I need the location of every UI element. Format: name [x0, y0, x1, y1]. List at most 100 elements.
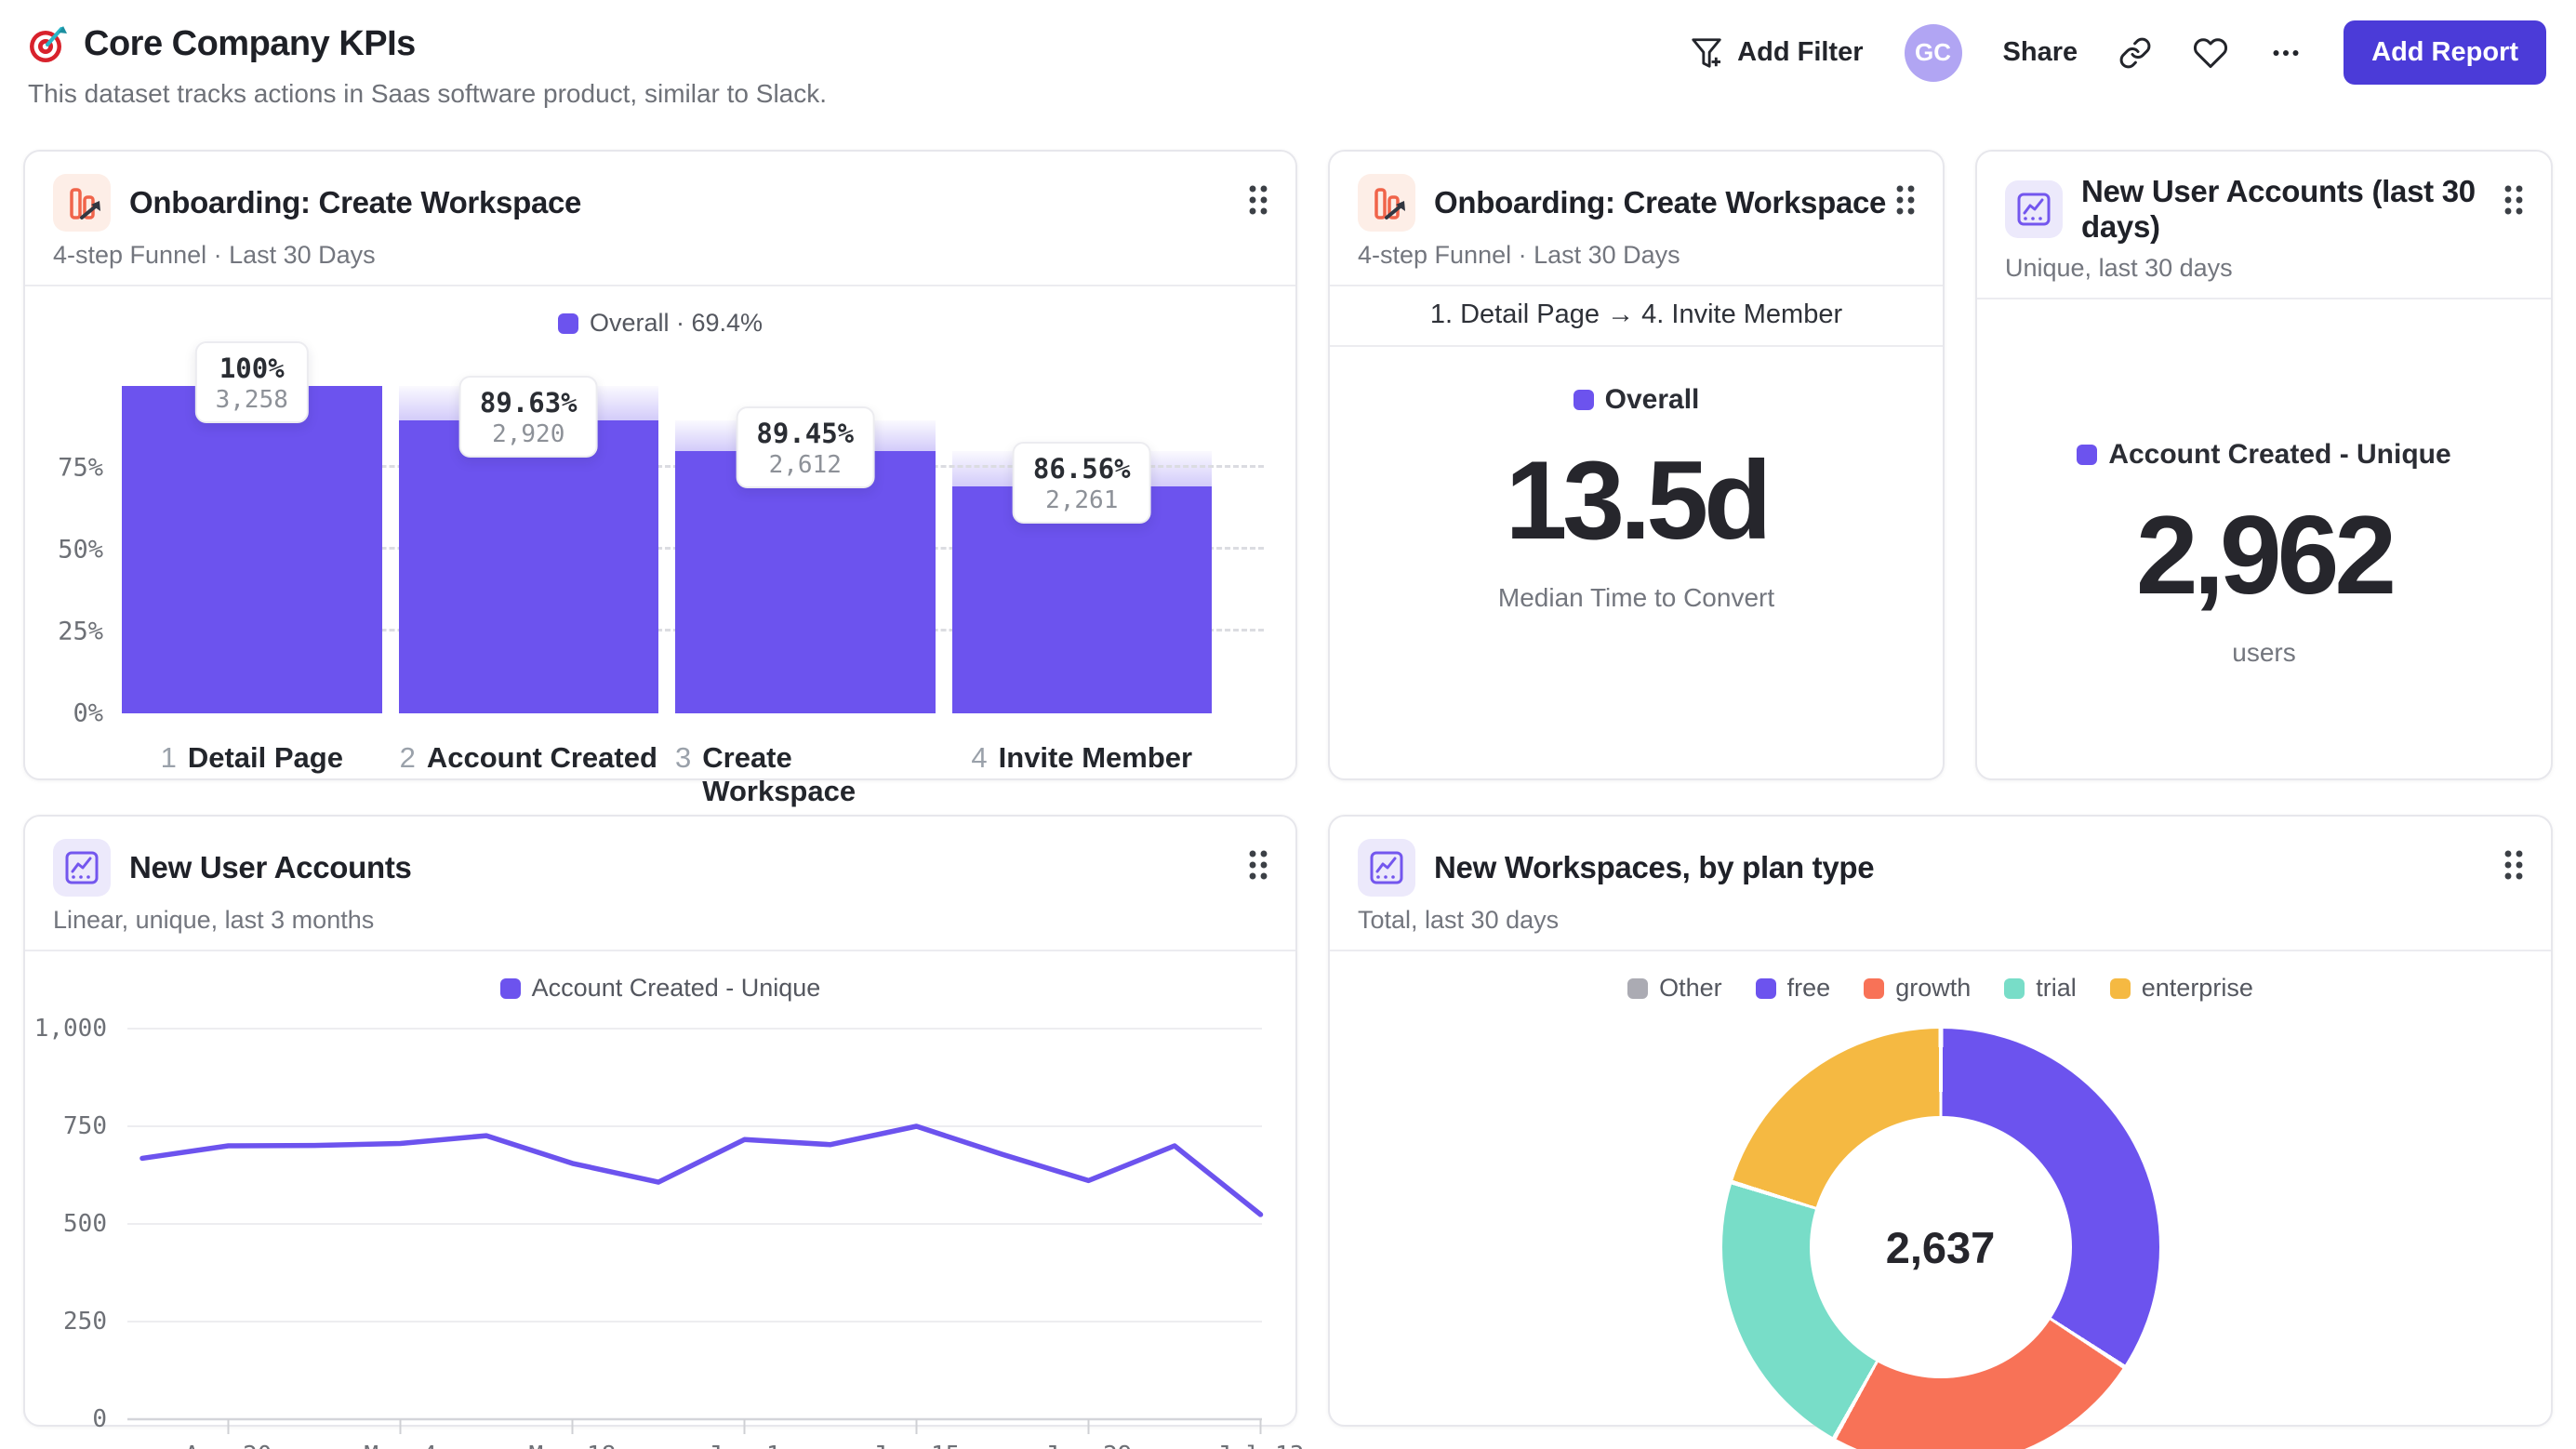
y-tick-label: 50% — [58, 535, 103, 565]
funnel-bar-fill[interactable] — [675, 450, 936, 713]
card-new-user-accounts-trend: New User Accounts Linear, unique, last 3… — [23, 815, 1304, 1449]
donut-hole — [1809, 1116, 2072, 1378]
header-actions: Add Filter GC Share — [1689, 20, 2546, 85]
funnel-bar-account-created: 89.63% 2,920 — [398, 375, 658, 713]
drag-handle-icon[interactable] — [1247, 848, 1269, 886]
funnel-step-range: 1. Detail Page → 4. Invite Member — [1330, 286, 1943, 347]
median-time-value: 13.5d — [1505, 438, 1773, 563]
legend-swatch — [557, 312, 578, 334]
add-filter-label: Add Filter — [1737, 37, 1864, 67]
link-icon — [2118, 36, 2152, 70]
funnel-bar-fill[interactable] — [951, 485, 1212, 713]
legend-swatch — [1755, 977, 1776, 999]
x-tick-label: Jun 15 — [873, 1442, 961, 1449]
drag-handle-icon[interactable] — [2503, 183, 2525, 221]
legend-label: free — [1786, 974, 1831, 1002]
y-tick-label: 75% — [58, 453, 103, 483]
card-new-user-accounts-30d: New User Accounts (last 30 days) Unique,… — [1975, 150, 2553, 780]
legend-item-free[interactable]: free — [1755, 974, 1831, 1003]
legend-item-trial[interactable]: trial — [2004, 974, 2077, 1003]
funnel-bar-fill[interactable] — [398, 419, 658, 713]
funnel-step-label: 2 Account Created — [399, 741, 657, 774]
card-title: New User Accounts (last 30 days) — [2081, 174, 2476, 244]
line-series[interactable] — [139, 1123, 1264, 1217]
legend-label: trial — [2036, 974, 2077, 1002]
x-tick-label: May 4 — [364, 1442, 436, 1449]
funnel-step-label: 4 Invite Member — [971, 741, 1193, 774]
funnel-bar-invite-member: 86.56% 2,261 — [951, 386, 1212, 713]
add-filter-button[interactable]: Add Filter — [1689, 35, 1864, 71]
card-subtitle: Linear, unique, last 3 months — [53, 906, 375, 934]
funnel-step-label: 3 Create Workspace — [675, 741, 856, 807]
funnel-legend: Overall · 69.4% — [25, 309, 1295, 338]
line-chart-svg — [127, 1028, 1264, 1434]
line-chart-icon — [53, 839, 111, 897]
x-tick-label: Apr 20 — [185, 1442, 272, 1449]
ellipsis-icon — [2269, 36, 2303, 70]
legend-swatch — [1627, 977, 1649, 999]
y-tick-label: 1,000 — [33, 1015, 107, 1043]
avatar[interactable]: GC — [1904, 23, 1962, 82]
line-plot[interactable]: Apr 20 May 4 May 18 Jun 1 Jun 15 Jun 29 Jul 13… — [34, 1015, 1305, 1449]
legend-item-overall[interactable]: Overall · 69.4% — [557, 309, 763, 338]
funnel-x-axis: 1 Detail Page 2 Account Created 3 Create Work… — [122, 741, 1212, 808]
more-options-button[interactable] — [2269, 36, 2303, 70]
drag-handle-icon[interactable] — [1247, 183, 1269, 221]
card-median-time-to-convert: Onboarding: Create Workspace 4-step Funn… — [1328, 150, 1945, 780]
drag-handle-icon[interactable] — [1894, 183, 1917, 221]
legend-item-other[interactable]: Other — [1627, 974, 1722, 1003]
filter-plus-icon — [1689, 35, 1724, 71]
y-tick-label: 0 — [92, 1405, 107, 1433]
add-report-button[interactable]: Add Report — [2344, 20, 2546, 85]
legend-label: Overall — [1604, 384, 1700, 415]
line-chart-icon — [1358, 839, 1415, 897]
line-chart-icon — [2005, 180, 2063, 238]
donut-legend: Other free growth trial enterprise — [1330, 974, 2551, 1003]
page-title: Core Company KPIs — [84, 24, 416, 63]
x-tick-label: May 18 — [529, 1442, 617, 1449]
funnel-bar-fill[interactable] — [122, 386, 382, 713]
funnel-bar-create-workspace: 89.45% 2,612 — [675, 386, 936, 713]
card-title: New User Accounts — [129, 850, 412, 884]
favorite-button[interactable] — [2193, 35, 2228, 71]
heart-icon — [2193, 35, 2228, 71]
legend-label: enterprise — [2141, 974, 2253, 1002]
y-tick-label: 500 — [63, 1210, 107, 1238]
legend-swatch — [2004, 977, 2025, 999]
line-x-axis: Apr 20 May 4 May 18 Jun 1 Jun 15 Jun 29 Jul 13 — [127, 1442, 1305, 1449]
card-subtitle: 4-step Funnel · Last 30 Days — [53, 241, 376, 269]
y-tick-label: 0% — [73, 698, 103, 728]
y-tick-label: 750 — [63, 1112, 107, 1140]
funnel-bar-label: 89.63% 2,920 — [458, 375, 598, 458]
drag-handle-icon[interactable] — [2503, 848, 2525, 886]
card-title: New Workspaces, by plan type — [1434, 850, 1875, 884]
median-time-caption: Median Time to Convert — [1497, 583, 1775, 612]
funnel-chart-icon — [53, 174, 111, 232]
donut-chart[interactable]: 2,637 — [1721, 1029, 2159, 1449]
legend-swatch — [1573, 390, 1594, 410]
copy-link-button[interactable] — [2118, 36, 2152, 70]
line-legend: Account Created - Unique — [25, 974, 1295, 1003]
y-tick-label: 25% — [58, 617, 103, 646]
funnel-step-label: 1 Detail Page — [160, 741, 343, 774]
x-tick-label: Jun 1 — [708, 1442, 780, 1449]
legend-item-account-created[interactable]: Account Created - Unique — [499, 974, 820, 1003]
share-button[interactable]: Share — [2002, 37, 2078, 67]
dashboard-grid: Onboarding: Create Workspace 4-step Funn… — [23, 150, 2553, 1449]
legend-item-overall[interactable]: Overall — [1573, 384, 1700, 416]
page-header: Core Company KPIs This dataset tracks ac… — [0, 0, 2576, 109]
funnel-bar-label: 86.56% 2,261 — [1012, 441, 1151, 524]
card-subtitle: Total, last 30 days — [1358, 906, 1560, 934]
legend-swatch — [2109, 977, 2131, 999]
donut-total: 2,637 — [1885, 1222, 1996, 1272]
x-tick-label: Jul 13 — [1217, 1442, 1305, 1449]
legend-swatch — [2077, 445, 2098, 465]
legend-label: growth — [1895, 974, 1972, 1002]
funnel-bar-label: 89.45% 2,612 — [736, 405, 875, 488]
card-new-workspaces-by-plan: New Workspaces, by plan type Total, last… — [1328, 815, 2553, 1449]
legend-item-enterprise[interactable]: enterprise — [2109, 974, 2253, 1003]
legend-item-account-created[interactable]: Account Created - Unique — [2077, 439, 2451, 471]
legend-item-growth[interactable]: growth — [1864, 974, 1971, 1003]
card-subtitle: Unique, last 30 days — [2005, 254, 2233, 282]
card-title: Onboarding: Create Workspace — [1434, 185, 1887, 219]
